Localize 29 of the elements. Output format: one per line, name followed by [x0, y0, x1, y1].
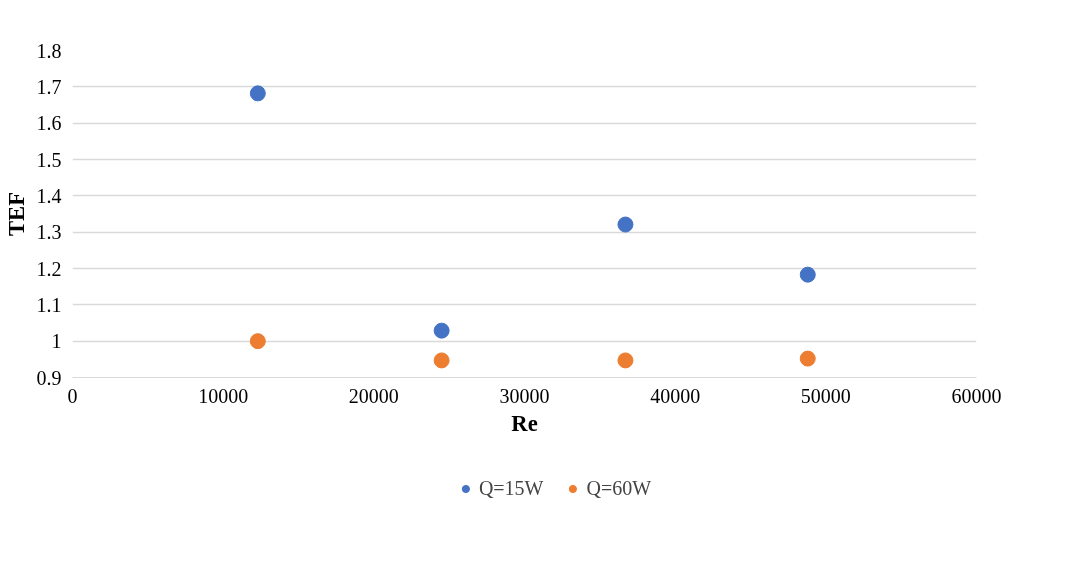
point — [617, 352, 634, 369]
point — [433, 322, 450, 339]
x-tick-label: 30000 — [499, 384, 550, 407]
point — [433, 352, 450, 369]
x-tick-label: 40000 — [650, 384, 701, 407]
y-tick-label: 1.4 — [36, 184, 62, 207]
point — [249, 85, 266, 102]
x-tick-label: 20000 — [348, 384, 399, 407]
point — [617, 216, 634, 233]
y-tick-label: 1.8 — [36, 39, 62, 62]
y-tick-label: 1.6 — [36, 112, 62, 135]
x-axis-title: Re — [511, 410, 538, 436]
y-axis-title: TEF — [3, 191, 29, 237]
legend-label: Q=15W — [478, 476, 544, 500]
legend-label: Q=60W — [586, 476, 652, 500]
x-tick-label: 10000 — [198, 384, 249, 407]
y-tick-label: 0.9 — [36, 366, 62, 389]
y-tick-label: 1.5 — [36, 148, 62, 171]
point — [249, 333, 266, 350]
y-tick-label: 1.2 — [36, 257, 62, 280]
y-tick-label: 1 — [51, 330, 62, 353]
point — [799, 350, 816, 367]
y-tick-label: 1.1 — [36, 293, 62, 316]
x-tick-label: 50000 — [800, 384, 851, 407]
x-tick-label: 0 — [67, 384, 78, 407]
point — [799, 266, 816, 283]
x-tick-label: 60000 — [951, 384, 1002, 407]
y-tick-label: 1.3 — [36, 221, 62, 244]
y-tick-label: 1.7 — [36, 75, 62, 98]
